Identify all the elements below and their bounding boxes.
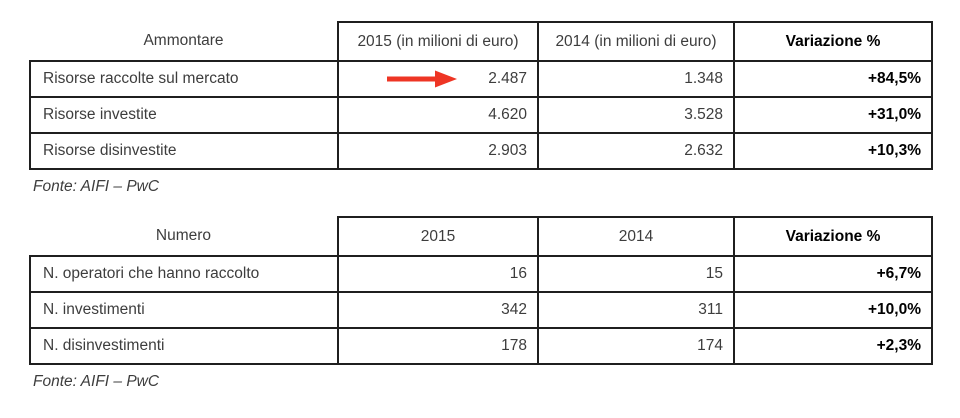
value-2015: 2.903 [337,132,539,170]
amounts-table: Ammontare 2015 (in milioni di euro) 2014… [29,21,933,170]
numbers-header-category: Numero [30,217,339,257]
row-label: Risorse investite [29,96,339,134]
source-note: Fonte: AIFI – PwC [33,178,160,195]
value-variation: +31,0% [733,96,933,134]
numbers-header-2015: 2015 [337,216,539,257]
value-2014: 3.528 [537,96,735,134]
amounts-header-2014: 2014 (in milioni di euro) [537,21,735,62]
value-2014: 174 [537,327,735,365]
value-variation: +6,7% [733,255,933,293]
table-row: N. disinvestimenti 178 174 +2,3% [29,327,933,365]
value-variation: +10,0% [733,291,933,329]
numbers-table: Numero 2015 2014 Variazione % N. operato… [29,216,933,365]
value-variation: +84,5% [733,60,933,98]
row-label: Risorse raccolte sul mercato [29,60,339,98]
numbers-section: Numero 2015 2014 Variazione % N. operato… [29,216,960,391]
table-row: Risorse raccolte sul mercato 2.487 1.348… [29,60,933,98]
source-note: Fonte: AIFI – PwC [33,373,160,390]
table-row: N. investimenti 342 311 +10,0% [29,291,933,329]
value-2014: 15 [537,255,735,293]
value-2014: 311 [537,291,735,329]
value-variation: +2,3% [733,327,933,365]
row-label: Risorse disinvestite [29,132,339,170]
table-row: N. operatori che hanno raccolto 16 15 +6… [29,255,933,293]
value-2015: 2.487 [337,60,539,98]
value-2014: 1.348 [537,60,735,98]
arrow-right-icon [387,70,457,88]
row-label: N. operatori che hanno raccolto [29,255,339,293]
amounts-section: Ammontare 2015 (in milioni di euro) 2014… [29,21,960,196]
value-2015-text: 2.487 [488,70,527,87]
table-row: Risorse disinvestite 2.903 2.632 +10,3% [29,132,933,170]
value-2014: 2.632 [537,132,735,170]
value-2015: 4.620 [337,96,539,134]
amounts-header-row: Ammontare 2015 (in milioni di euro) 2014… [30,21,933,62]
row-label: N. investimenti [29,291,339,329]
amounts-header-variation: Variazione % [733,21,933,62]
amounts-header-2015: 2015 (in milioni di euro) [337,21,539,62]
value-2015: 178 [337,327,539,365]
value-2015: 16 [337,255,539,293]
amounts-header-category: Ammontare [30,22,339,62]
numbers-header-variation: Variazione % [733,216,933,257]
numbers-header-row: Numero 2015 2014 Variazione % [30,216,933,257]
value-2015: 342 [337,291,539,329]
value-variation: +10,3% [733,132,933,170]
numbers-header-2014: 2014 [537,216,735,257]
row-label: N. disinvestimenti [29,327,339,365]
table-row: Risorse investite 4.620 3.528 +31,0% [29,96,933,134]
